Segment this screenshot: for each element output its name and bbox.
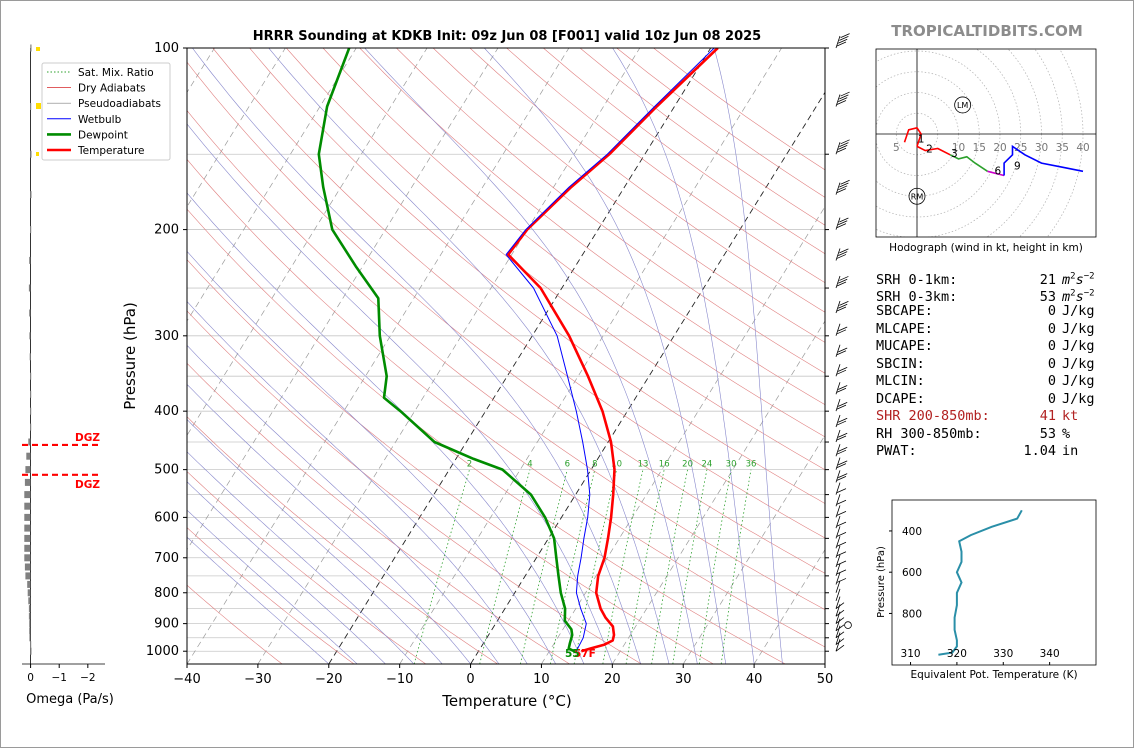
index-row: MLCIN:0 J/kg [876, 373, 1096, 391]
index-unit: J/kg [1062, 321, 1095, 337]
index-row: RH 300-850mb:53% [876, 426, 1096, 444]
index-row: DCAPE:0 J/kg [876, 391, 1096, 409]
index-row: PWAT:1.04 in [876, 443, 1096, 461]
index-unit: in [1062, 443, 1078, 459]
index-label: SBCIN: [876, 356, 1004, 374]
index-value: 0 [1004, 356, 1056, 374]
index-unit: kt [1062, 408, 1078, 424]
index-value: 53 [1004, 426, 1056, 444]
index-row: SBCAPE:0 J/kg [876, 303, 1096, 321]
index-unit: J/kg [1062, 338, 1095, 354]
index-unit: J/kg [1062, 391, 1095, 407]
index-value: 1.04 [1004, 443, 1056, 461]
index-label: SHR 200-850mb: [876, 408, 1004, 426]
index-unit: J/kg [1062, 303, 1095, 319]
index-label: RH 300-850mb: [876, 426, 1004, 444]
index-row: MUCAPE:0 J/kg [876, 338, 1096, 356]
index-row: SBCIN:0 J/kg [876, 356, 1096, 374]
index-unit: % [1062, 426, 1070, 442]
index-value: 0 [1004, 391, 1056, 409]
index-label: MUCAPE: [876, 338, 1004, 356]
index-value: 0 [1004, 321, 1056, 339]
index-value: 41 [1004, 408, 1056, 426]
index-value: 0 [1004, 338, 1056, 356]
index-label: PWAT: [876, 443, 1004, 461]
index-unit: J/kg [1062, 356, 1095, 372]
index-label: DCAPE: [876, 391, 1004, 409]
index-row: SHR 200-850mb:41 kt [876, 408, 1096, 426]
index-row: MLCAPE:0 J/kg [876, 321, 1096, 339]
index-label: MLCIN: [876, 373, 1004, 391]
index-value: 0 [1004, 373, 1056, 391]
index-label: SBCAPE: [876, 303, 1004, 321]
index-label: MLCAPE: [876, 321, 1004, 339]
index-unit: J/kg [1062, 373, 1095, 389]
index-value: 0 [1004, 303, 1056, 321]
